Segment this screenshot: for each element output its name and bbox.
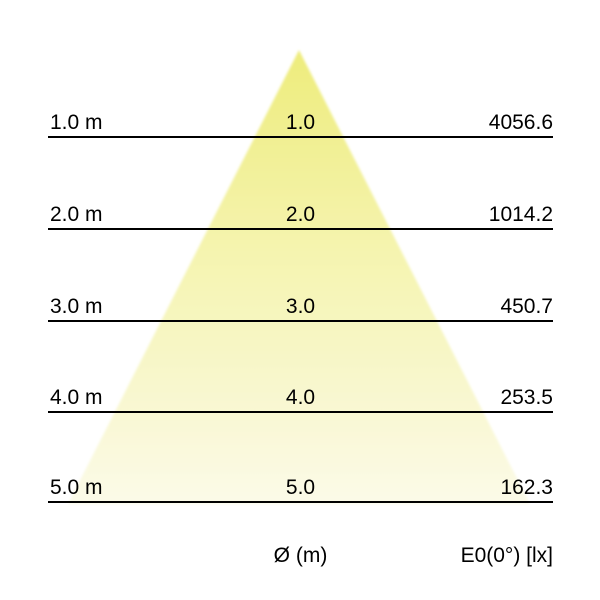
diameter-label: 2.0 (285, 203, 316, 226)
illuminance-label: 162.3 (500, 476, 553, 499)
axis-labels: Ø (m) E0(0°) [lx] (48, 538, 553, 568)
distance-row-1m: 1.0 m 1.0 4056.6 (48, 106, 553, 138)
distance-label: 3.0 m (50, 295, 103, 318)
distance-label: 1.0 m (50, 111, 103, 134)
diameter-label: 5.0 (285, 476, 316, 499)
diameter-axis-label: Ø (m) (273, 544, 328, 567)
distance-label: 4.0 m (50, 386, 103, 409)
light-cone-shape (68, 50, 530, 504)
diameter-label: 3.0 (285, 295, 316, 318)
distance-row-4m: 4.0 m 4.0 253.5 (48, 381, 553, 413)
illuminance-label: 4056.6 (488, 111, 553, 134)
illuminance-label: 450.7 (500, 295, 553, 318)
illuminance-axis-label: E0(0°) [lx] (460, 544, 553, 567)
distance-row-5m: 5.0 m 5.0 162.3 (48, 471, 553, 503)
distance-row-3m: 3.0 m 3.0 450.7 (48, 290, 553, 322)
distance-row-2m: 2.0 m 2.0 1014.2 (48, 198, 553, 230)
distance-label: 2.0 m (50, 203, 103, 226)
illuminance-label: 253.5 (500, 386, 553, 409)
illuminance-label: 1014.2 (488, 203, 553, 226)
distance-label: 5.0 m (50, 476, 103, 499)
diameter-label: 1.0 (285, 111, 316, 134)
diameter-label: 4.0 (285, 386, 316, 409)
